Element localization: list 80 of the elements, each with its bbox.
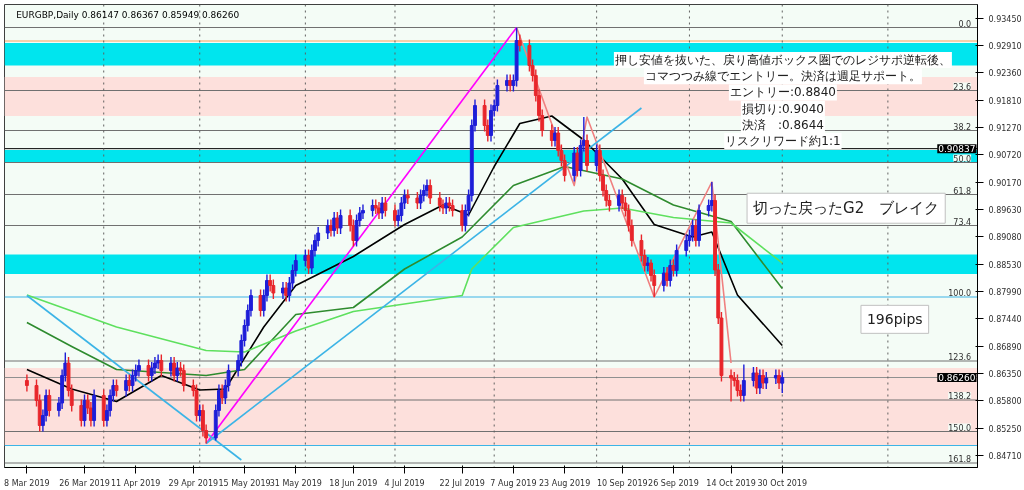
ref-line-label: 0.90837 bbox=[938, 144, 976, 155]
annotation: リスクリワード約1:1 bbox=[725, 134, 841, 149]
annotation: 138.2 bbox=[948, 392, 972, 401]
candlestick bbox=[517, 33, 522, 53]
x-tick-label: 26 Sep 2019 bbox=[648, 478, 699, 488]
candlestick bbox=[159, 353, 164, 378]
annotation: 切った戻ったG2 ブレイク bbox=[753, 199, 940, 218]
annotation: エントリー:0.8840 bbox=[729, 85, 836, 100]
candlestick bbox=[325, 218, 330, 240]
y-tick-label: 0.90170 bbox=[988, 178, 1022, 188]
candlestick bbox=[757, 368, 762, 395]
x-tick-label: 30 Oct 2019 bbox=[757, 478, 807, 488]
x-tick-label: 22 Jul 2019 bbox=[439, 478, 485, 488]
candlestick bbox=[24, 373, 29, 393]
candlestick bbox=[149, 361, 154, 383]
candlestick bbox=[684, 233, 689, 258]
annotation: 決済 :0.8644 bbox=[741, 117, 824, 132]
x-tick-label: 29 Apr 2019 bbox=[168, 478, 219, 488]
y-tick-label: 0.85250 bbox=[988, 424, 1022, 434]
ref-line-label: 0.86260 bbox=[938, 373, 976, 383]
candlestick bbox=[136, 358, 141, 378]
candlestick bbox=[383, 196, 388, 218]
y-tick-label: 0.93450 bbox=[988, 14, 1022, 24]
annotation: 61.8 bbox=[953, 186, 972, 196]
y-tick-label: 0.89080 bbox=[988, 233, 1022, 242]
y-tick-label: 0.86890 bbox=[988, 342, 1022, 352]
annotation: 123.6 bbox=[948, 353, 972, 362]
y-tick-label: 0.84710 bbox=[988, 451, 1022, 461]
annotation: 161.8 bbox=[948, 455, 972, 464]
y-tick-label: 0.87990 bbox=[988, 287, 1022, 297]
annotation: 150.0 bbox=[948, 423, 972, 433]
annotation: 100.0 bbox=[948, 289, 972, 298]
y-tick-label: 0.87440 bbox=[988, 315, 1022, 324]
candlestick bbox=[661, 266, 666, 293]
candlestick bbox=[780, 371, 785, 394]
y-tick-label: 0.88530 bbox=[988, 260, 1022, 270]
annotation: 38.2 bbox=[953, 122, 972, 132]
candlestick bbox=[146, 358, 151, 383]
candlestick bbox=[172, 356, 177, 383]
annotation: 23.6 bbox=[953, 82, 972, 92]
y-tick-label: 0.90720 bbox=[988, 151, 1022, 160]
x-tick-label: 31 May 2019 bbox=[269, 478, 322, 488]
y-tick-label: 0.91810 bbox=[988, 96, 1022, 106]
candlestick bbox=[773, 368, 778, 385]
x-tick-label: 4 Jul 2019 bbox=[384, 478, 425, 488]
candlestick bbox=[393, 203, 397, 228]
candlestick bbox=[575, 146, 580, 178]
candlestick bbox=[258, 288, 263, 318]
y-tick-label: 0.92910 bbox=[988, 41, 1022, 51]
x-tick-label: 18 Jun 2019 bbox=[329, 478, 378, 488]
x-tick-label: 8 Mar 2019 bbox=[4, 478, 50, 488]
candlestick bbox=[47, 388, 52, 418]
candlestick bbox=[428, 178, 433, 205]
x-tick-label: 11 Apr 2019 bbox=[110, 478, 161, 488]
annotation: コマつつみ線でエントリー。決済は週足サポート。 bbox=[644, 69, 921, 84]
candlestick bbox=[751, 366, 756, 388]
x-tick-label: 23 Aug 2019 bbox=[538, 478, 591, 488]
x-tick-label: 10 Sep 2019 bbox=[596, 478, 648, 488]
annotation: 73.4 bbox=[953, 217, 972, 227]
annotation: 損切り:0.9040 bbox=[741, 101, 824, 116]
candlestick bbox=[338, 208, 343, 235]
y-tick-label: 0.91270 bbox=[988, 123, 1022, 133]
y-tick-label: 0.86350 bbox=[988, 369, 1022, 379]
candlestick bbox=[777, 368, 781, 390]
x-tick-label: 7 Aug 2019 bbox=[490, 478, 537, 488]
y-tick-label: 0.92360 bbox=[988, 69, 1022, 78]
annotation: 196pips bbox=[866, 311, 923, 328]
candlestick bbox=[271, 278, 276, 300]
y-tick-label: 0.85800 bbox=[988, 397, 1022, 406]
candlestick bbox=[645, 256, 650, 273]
annotation: 0.0 bbox=[958, 19, 972, 29]
x-tick-label: 14 Oct 2019 bbox=[706, 478, 756, 488]
candlestick bbox=[82, 393, 87, 428]
x-tick-label: 26 Mar 2019 bbox=[59, 478, 110, 488]
annotation: 押し安値を抜いた、戻り高値ボックス圏でのレジサポ逆転後、 bbox=[614, 53, 951, 68]
candlestick bbox=[495, 78, 500, 113]
x-tick-label: 15 May 2019 bbox=[218, 478, 271, 488]
candlestick bbox=[437, 191, 442, 213]
y-tick-label: 0.89630 bbox=[988, 205, 1022, 215]
text: EURGBP,Daily 0.86147 0.86367 0.85949 0.86260 bbox=[16, 10, 240, 21]
